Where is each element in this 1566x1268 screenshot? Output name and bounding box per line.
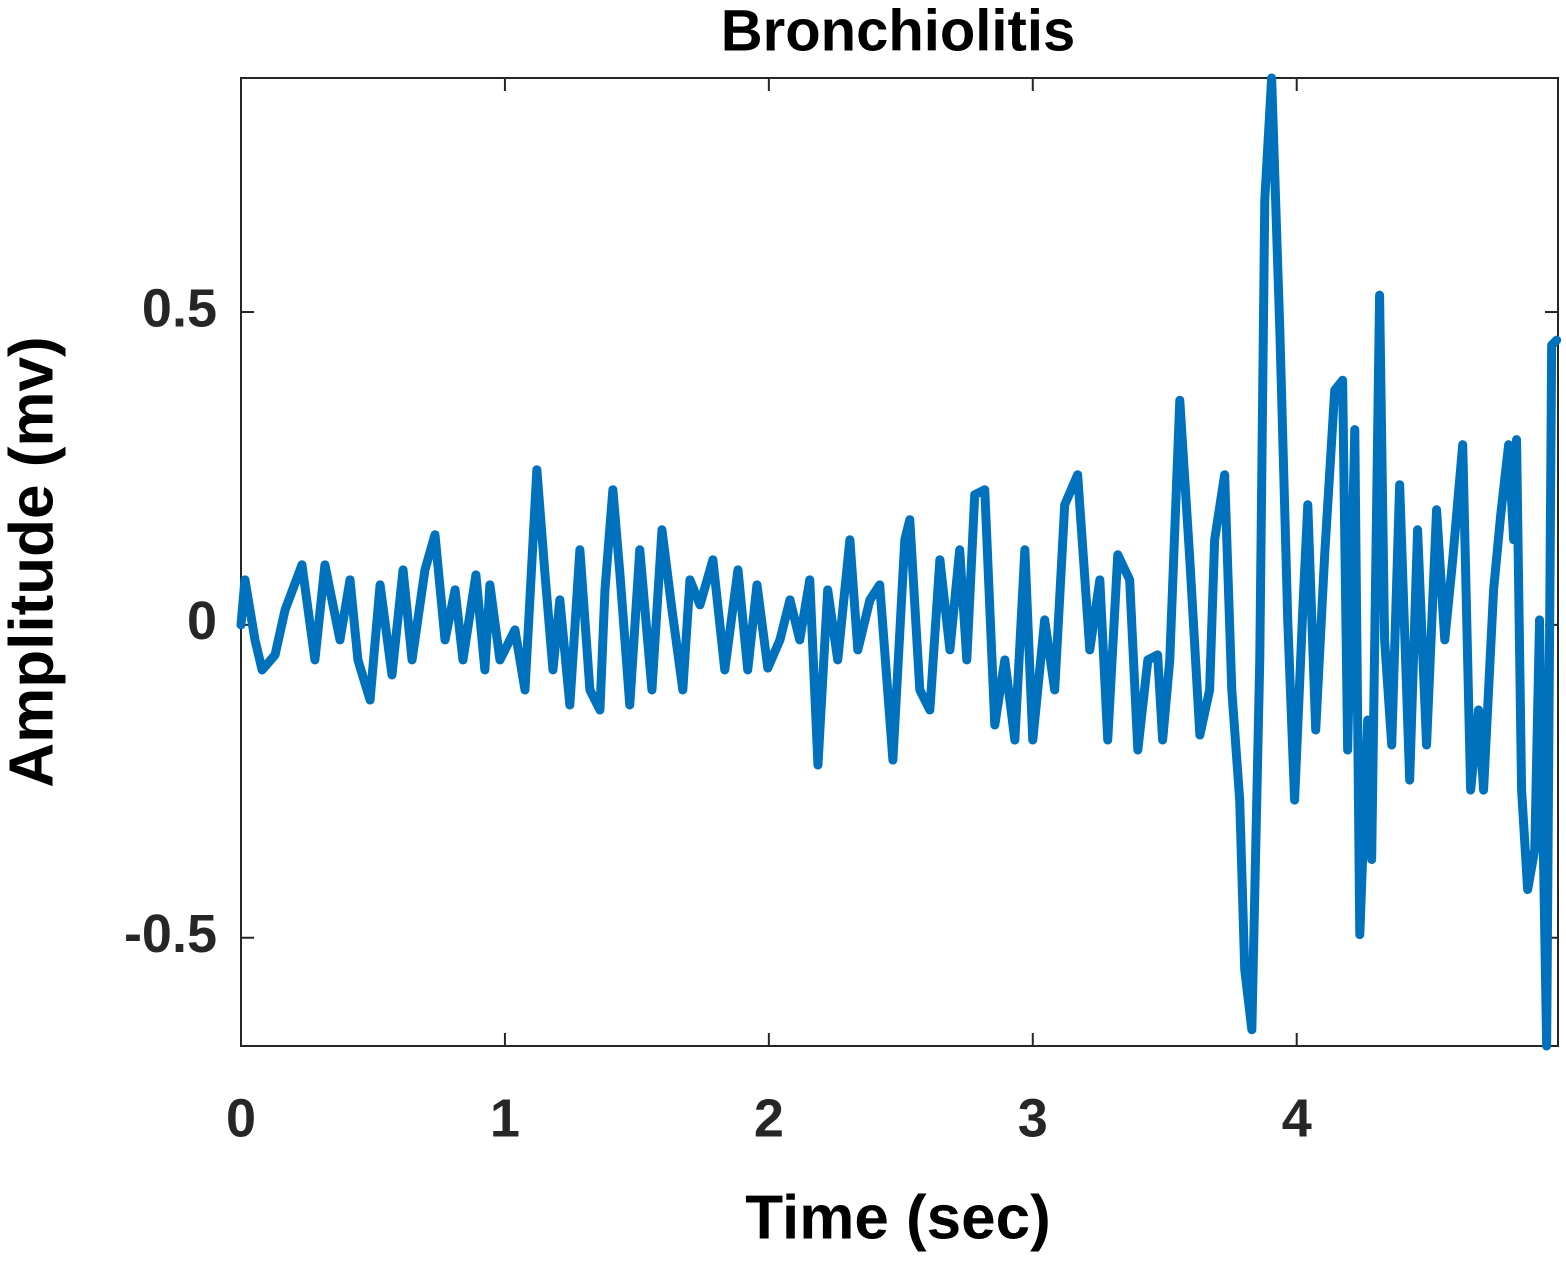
x-tick-label: 0 bbox=[226, 1088, 256, 1148]
y-axis-label: Amplitude (mv) bbox=[0, 336, 66, 787]
y-tick-label: 0 bbox=[187, 591, 217, 651]
y-tick-label: -0.5 bbox=[124, 904, 217, 964]
y-tick-label: 0.5 bbox=[142, 278, 217, 338]
plot-frame bbox=[240, 77, 1559, 1047]
x-tick-label: 2 bbox=[754, 1088, 784, 1148]
x-axis-label: Time (sec) bbox=[745, 1183, 1051, 1252]
chart-title: Bronchiolitis bbox=[721, 0, 1075, 63]
x-tick-label: 3 bbox=[1018, 1088, 1048, 1148]
x-tick-label: 1 bbox=[490, 1088, 520, 1148]
signal-line bbox=[236, 73, 1562, 1051]
x-tick-label: 4 bbox=[1282, 1088, 1312, 1148]
